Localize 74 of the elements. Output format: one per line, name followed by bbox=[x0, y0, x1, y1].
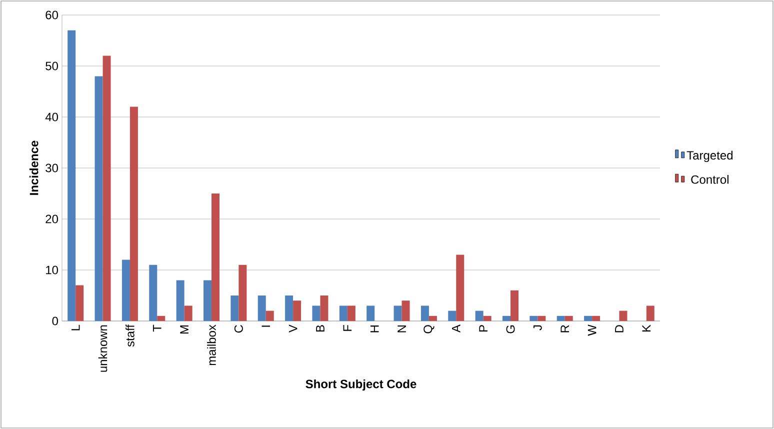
x-tick-label: T bbox=[153, 324, 162, 332]
legend-label: Control bbox=[691, 175, 728, 184]
y-tick-label: 60 bbox=[46, 10, 58, 20]
bar bbox=[238, 264, 247, 321]
bar bbox=[347, 306, 356, 321]
x-tick-label: N bbox=[398, 326, 406, 332]
bar bbox=[312, 306, 320, 321]
bar bbox=[483, 316, 492, 321]
x-tick-label: L bbox=[71, 324, 80, 330]
bar bbox=[285, 296, 294, 321]
bar bbox=[204, 280, 212, 321]
x-tick-label: P bbox=[479, 325, 488, 332]
bar bbox=[212, 194, 220, 321]
bar bbox=[176, 280, 184, 321]
bar bbox=[130, 106, 138, 321]
x-tick-label: W bbox=[588, 324, 596, 336]
x-tick-label: G bbox=[506, 325, 515, 334]
y-tick-label: 0 bbox=[52, 316, 58, 326]
bar bbox=[564, 316, 573, 321]
x-tick-label: I bbox=[262, 326, 270, 327]
x-tick-label: B bbox=[316, 325, 324, 332]
bar bbox=[266, 310, 274, 321]
x-tick-label: M bbox=[180, 326, 188, 334]
bar bbox=[530, 316, 538, 321]
x-tick-label: F bbox=[343, 325, 352, 331]
bar bbox=[366, 306, 375, 321]
bar bbox=[102, 56, 111, 321]
bar bbox=[538, 316, 546, 321]
bar bbox=[592, 316, 600, 321]
bar bbox=[394, 306, 402, 321]
x-tick-label: staff bbox=[126, 324, 134, 347]
x-tick-label: D bbox=[615, 325, 624, 332]
bar bbox=[184, 306, 192, 321]
x-tick-label: mailbox bbox=[207, 324, 216, 366]
x-tick-label: Q bbox=[424, 325, 434, 334]
y-tick-label: 30 bbox=[46, 164, 58, 172]
bar bbox=[339, 306, 348, 321]
bar bbox=[94, 76, 103, 321]
x-tick-label: J bbox=[534, 325, 542, 330]
bar bbox=[149, 264, 158, 321]
y-tick-label: 50 bbox=[46, 62, 58, 70]
bar bbox=[293, 300, 302, 321]
bar bbox=[475, 310, 484, 321]
bar bbox=[619, 310, 628, 321]
bar bbox=[556, 316, 565, 321]
x-tick-label: R bbox=[560, 325, 569, 332]
bar bbox=[584, 316, 592, 321]
x-tick-label: H bbox=[370, 326, 379, 332]
bar bbox=[68, 30, 76, 321]
bar bbox=[502, 316, 511, 321]
bar bbox=[402, 300, 410, 321]
bar bbox=[420, 306, 429, 321]
y-tick-label: 10 bbox=[46, 266, 58, 274]
bar bbox=[448, 310, 456, 321]
bar bbox=[320, 296, 328, 321]
y-tick-label: 40 bbox=[45, 112, 58, 122]
legend-label: Targeted bbox=[686, 150, 732, 162]
bar bbox=[510, 290, 518, 321]
x-tick-label: V bbox=[288, 324, 298, 332]
bar bbox=[258, 296, 266, 321]
bar bbox=[456, 254, 464, 321]
x-tick-label: A bbox=[452, 324, 460, 333]
bar bbox=[646, 306, 654, 321]
x-tick-label: C bbox=[234, 324, 243, 333]
bar bbox=[428, 316, 437, 321]
bar bbox=[76, 285, 84, 321]
x-tick-label: K bbox=[642, 324, 651, 332]
y-tick-label: 20 bbox=[46, 214, 58, 224]
x-tick-label: unknown bbox=[98, 325, 108, 372]
bar bbox=[157, 316, 166, 321]
bar bbox=[122, 260, 130, 321]
bar bbox=[230, 296, 239, 321]
x-axis-title: Short Subject Code bbox=[306, 379, 416, 391]
y-axis-title: Incidence bbox=[29, 140, 38, 195]
